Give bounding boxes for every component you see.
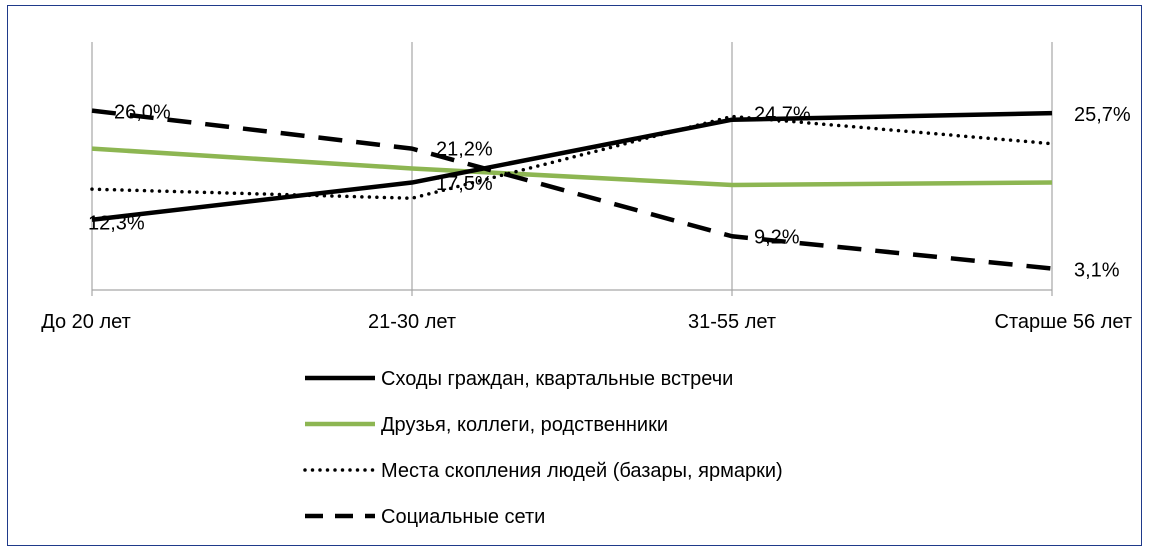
data-label: 26,0% <box>114 102 171 124</box>
data-label: 21,2% <box>436 139 493 161</box>
chart-frame <box>7 5 1142 546</box>
series-line-2 <box>90 114 1054 200</box>
x-tick-label: Старше 56 лет <box>995 311 1132 333</box>
legend-label-1: Друзья, коллеги, родственники <box>381 414 668 436</box>
data-label: 25,7% <box>1074 104 1131 126</box>
series-line-3 <box>91 108 1053 271</box>
series-line-1 <box>91 146 1053 188</box>
x-tick-label: До 20 лет <box>41 311 131 333</box>
data-label: 17,5% <box>436 173 493 195</box>
data-label: 3,1% <box>1074 260 1120 282</box>
x-tick-label: 31-55 лет <box>688 311 776 333</box>
legend-label-3: Социальные сети <box>381 506 545 528</box>
legend-label-2: Места скопления людей (базары, ярмарки) <box>381 460 783 482</box>
legend-label-0: Сходы граждан, квартальные встречи <box>381 368 733 390</box>
data-label: 24,7% <box>754 103 811 125</box>
data-label: 9,2% <box>754 226 800 248</box>
series-line-0 <box>91 110 1053 222</box>
data-label: 12,3% <box>88 213 145 235</box>
x-tick-label: 21-30 лет <box>368 311 456 333</box>
